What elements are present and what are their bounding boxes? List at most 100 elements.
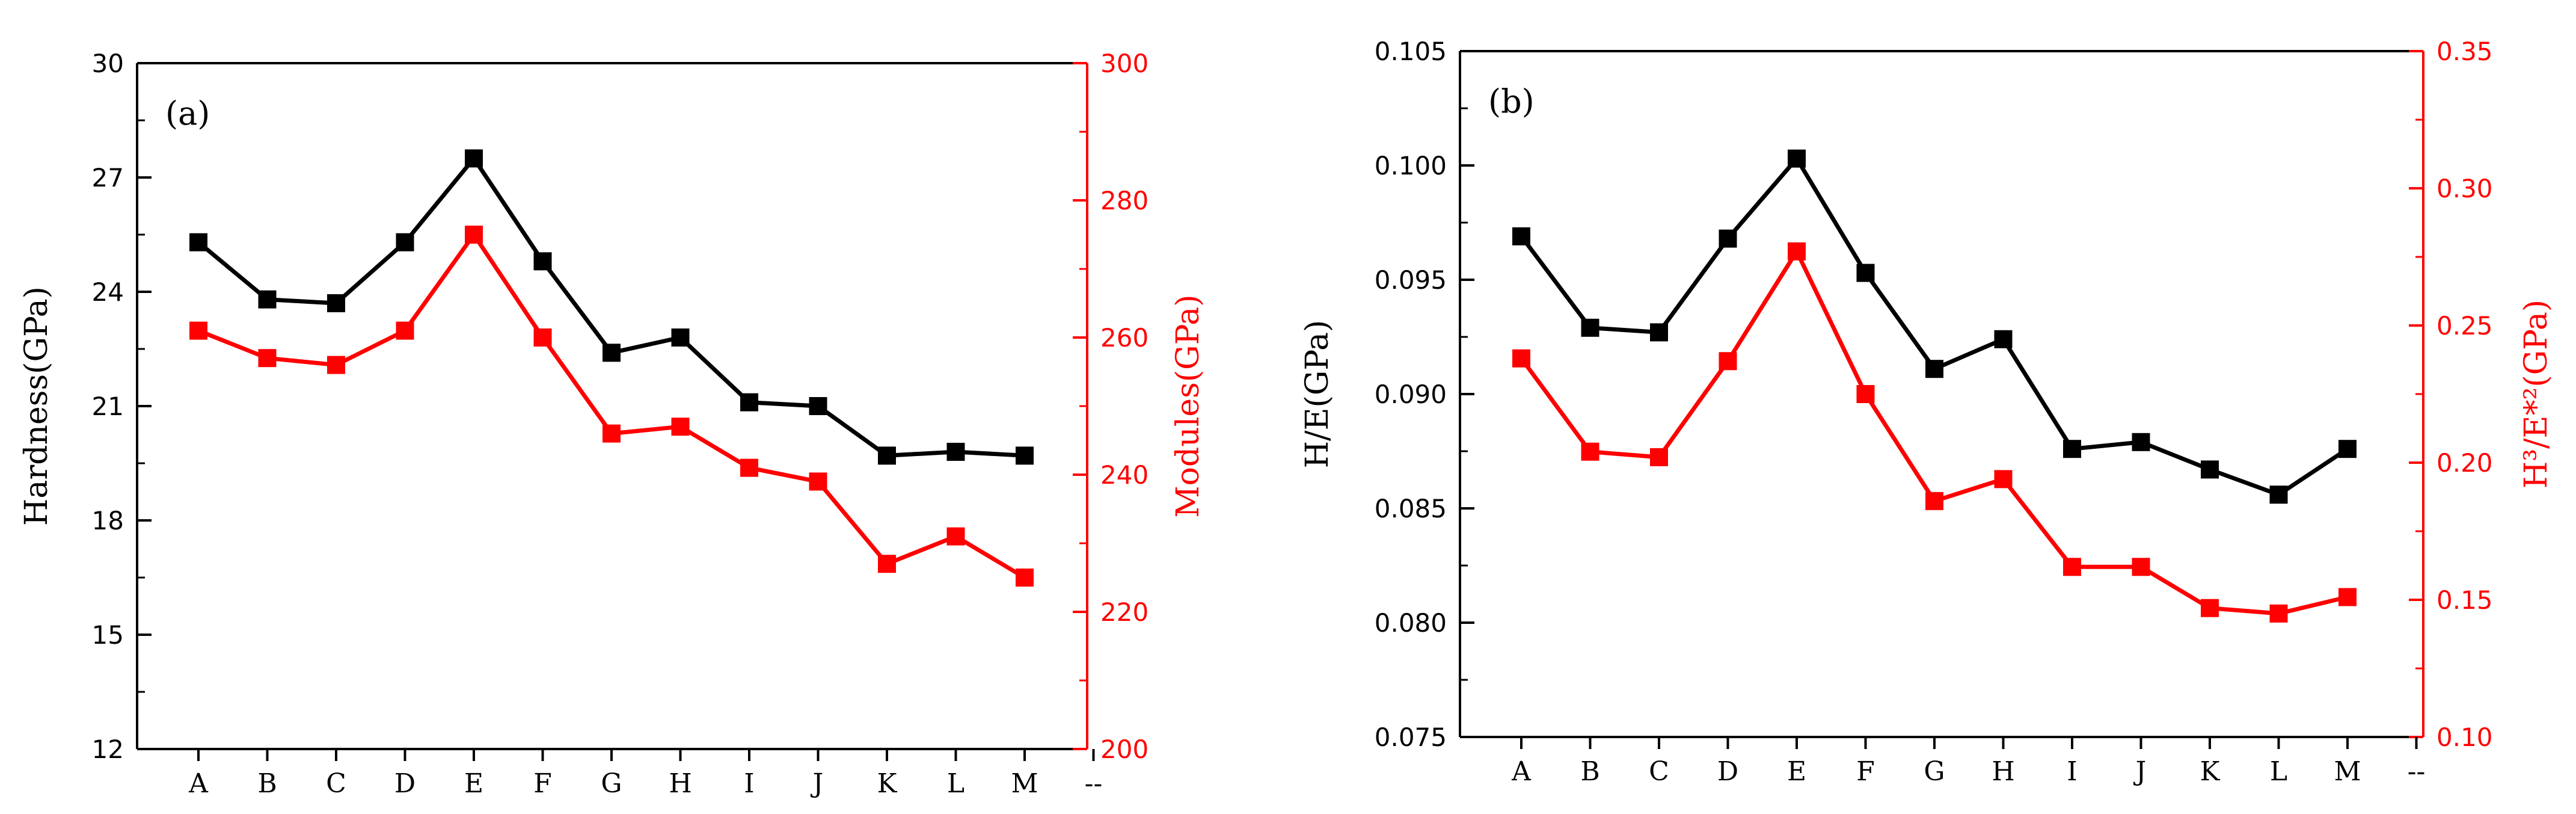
data-point-marker <box>1650 323 1668 342</box>
x-axis-category-label: J <box>2133 756 2147 787</box>
data-point-marker <box>1925 360 1943 378</box>
data-point-marker <box>2063 558 2081 576</box>
data-point-marker <box>189 233 207 251</box>
data-point-marker <box>809 397 827 415</box>
data-point-marker <box>2201 599 2219 617</box>
x-axis-trailing-label: -- <box>1085 768 1103 799</box>
data-point-marker <box>878 446 896 465</box>
data-point-marker <box>465 149 483 168</box>
data-point-marker <box>1719 352 1737 371</box>
left-axis-tick-label: 0.100 <box>1375 151 1447 180</box>
x-axis-category-label: M <box>1011 768 1038 799</box>
right-axis-tick-label: 200 <box>1100 735 1148 764</box>
x-axis-category-label: F <box>533 768 552 799</box>
right-axis-tick-label: 300 <box>1100 49 1148 78</box>
series-line-h3-e-2 <box>1520 247 2348 616</box>
data-point-marker <box>1788 242 1806 261</box>
x-axis-category-label: H <box>669 768 692 799</box>
data-point-marker <box>2132 433 2150 451</box>
panel-label: (b) <box>1488 82 1535 120</box>
x-axis-category-label: H <box>1992 756 2014 787</box>
left-axis-tick-label: 12 <box>92 735 124 764</box>
x-axis-category-label: C <box>326 768 346 799</box>
x-axis-category-label: L <box>2270 756 2287 787</box>
series-line-h-e <box>1520 155 2349 498</box>
x-axis-category-label: M <box>2334 756 2361 787</box>
right-axis-tick-label: 0.30 <box>2436 174 2493 203</box>
chart-panel-a: 12 15 18 21 24 27 30 200 220 240 260 280 300 A B C D E F G H… <box>19 49 1206 799</box>
left-axis-tick-label: 0.090 <box>1375 380 1447 409</box>
data-point-marker <box>1719 229 1737 248</box>
left-axis-tick-label: 0.105 <box>1375 37 1447 66</box>
x-axis-category-label: E <box>1787 756 1806 787</box>
x-axis-category-label: L <box>947 768 964 799</box>
data-point-marker <box>1581 318 1599 337</box>
x-axis-category-label: F <box>1856 756 1875 787</box>
data-point-marker <box>1016 446 1034 465</box>
right-axis-tick-label: 0.15 <box>2436 585 2493 615</box>
right-axis-title: Modules(GPa) <box>1170 294 1206 517</box>
data-point-marker <box>327 356 345 374</box>
x-axis-category-label: J <box>811 768 824 799</box>
right-axis-tick-label: 0.20 <box>2436 448 2493 478</box>
left-axis-tick-label: 24 <box>92 277 124 307</box>
data-point-marker <box>603 344 621 362</box>
left-axis-title: Hardness(GPa) <box>19 286 55 526</box>
left-axis-tick-label: 0.085 <box>1375 494 1447 523</box>
x-axis-category-label: E <box>464 768 483 799</box>
data-point-marker <box>2338 588 2357 606</box>
data-point-marker <box>1994 470 2013 489</box>
x-axis-category-label: B <box>1580 756 1599 787</box>
data-point-marker <box>1925 492 1943 510</box>
left-axis-tick-label: 21 <box>92 392 124 421</box>
chart-panel-b: 0.075 0.080 0.085 0.090 0.095 0.100 0.105 0.10 0… <box>1299 37 2554 787</box>
data-point-marker <box>396 321 414 340</box>
x-axis-category-label: D <box>394 768 416 799</box>
data-point-marker <box>2269 486 2288 504</box>
data-point-marker <box>1788 149 1806 168</box>
right-axis-tick-label: 0.25 <box>2436 311 2493 341</box>
x-axis-category-label: A <box>188 768 209 799</box>
data-point-marker <box>671 328 690 347</box>
x-axis-trailing-label: -- <box>2408 756 2426 787</box>
data-point-marker <box>671 418 690 436</box>
data-point-marker <box>1581 442 1599 461</box>
left-axis-tick-label: 15 <box>92 620 124 650</box>
data-point-marker <box>1856 264 1875 282</box>
right-axis-tick-label: 0.35 <box>2436 37 2493 66</box>
data-point-marker <box>327 294 345 312</box>
data-point-marker <box>396 233 414 251</box>
data-point-marker <box>1994 330 2013 348</box>
data-point-marker <box>740 458 758 477</box>
right-axis-tick-label: 280 <box>1100 186 1148 215</box>
right-axis-tick-label: 220 <box>1100 597 1148 627</box>
data-point-marker <box>809 472 827 491</box>
left-axis-tick-label: 27 <box>92 163 124 193</box>
data-point-marker <box>878 555 896 573</box>
x-axis-category-label: I <box>2067 756 2077 787</box>
data-point-marker <box>946 443 965 461</box>
data-point-marker <box>258 290 277 309</box>
data-point-marker <box>2338 440 2357 458</box>
data-point-marker <box>1650 448 1668 466</box>
x-axis-category-label: I <box>744 768 754 799</box>
data-point-marker <box>603 424 621 443</box>
x-axis-category-label: G <box>1924 756 1945 787</box>
right-axis-tick-label: 0.10 <box>2436 723 2493 752</box>
data-point-marker <box>1512 227 1530 245</box>
panel-label: (a) <box>165 94 210 132</box>
left-axis-tick-label: 18 <box>92 506 124 535</box>
right-axis-tick-label: 260 <box>1100 323 1148 353</box>
left-axis-title: H/E(GPa) <box>1299 320 1336 469</box>
data-point-marker <box>2201 460 2219 479</box>
left-axis-tick-label: 30 <box>92 49 124 78</box>
data-point-marker <box>533 328 552 347</box>
data-point-marker <box>946 527 965 546</box>
data-point-marker <box>740 393 758 412</box>
left-axis-tick-label: 0.080 <box>1375 608 1447 638</box>
data-point-marker <box>2063 440 2081 458</box>
data-point-marker <box>2132 558 2150 576</box>
x-axis-category-label: C <box>1649 756 1669 787</box>
data-point-marker <box>1512 349 1530 368</box>
